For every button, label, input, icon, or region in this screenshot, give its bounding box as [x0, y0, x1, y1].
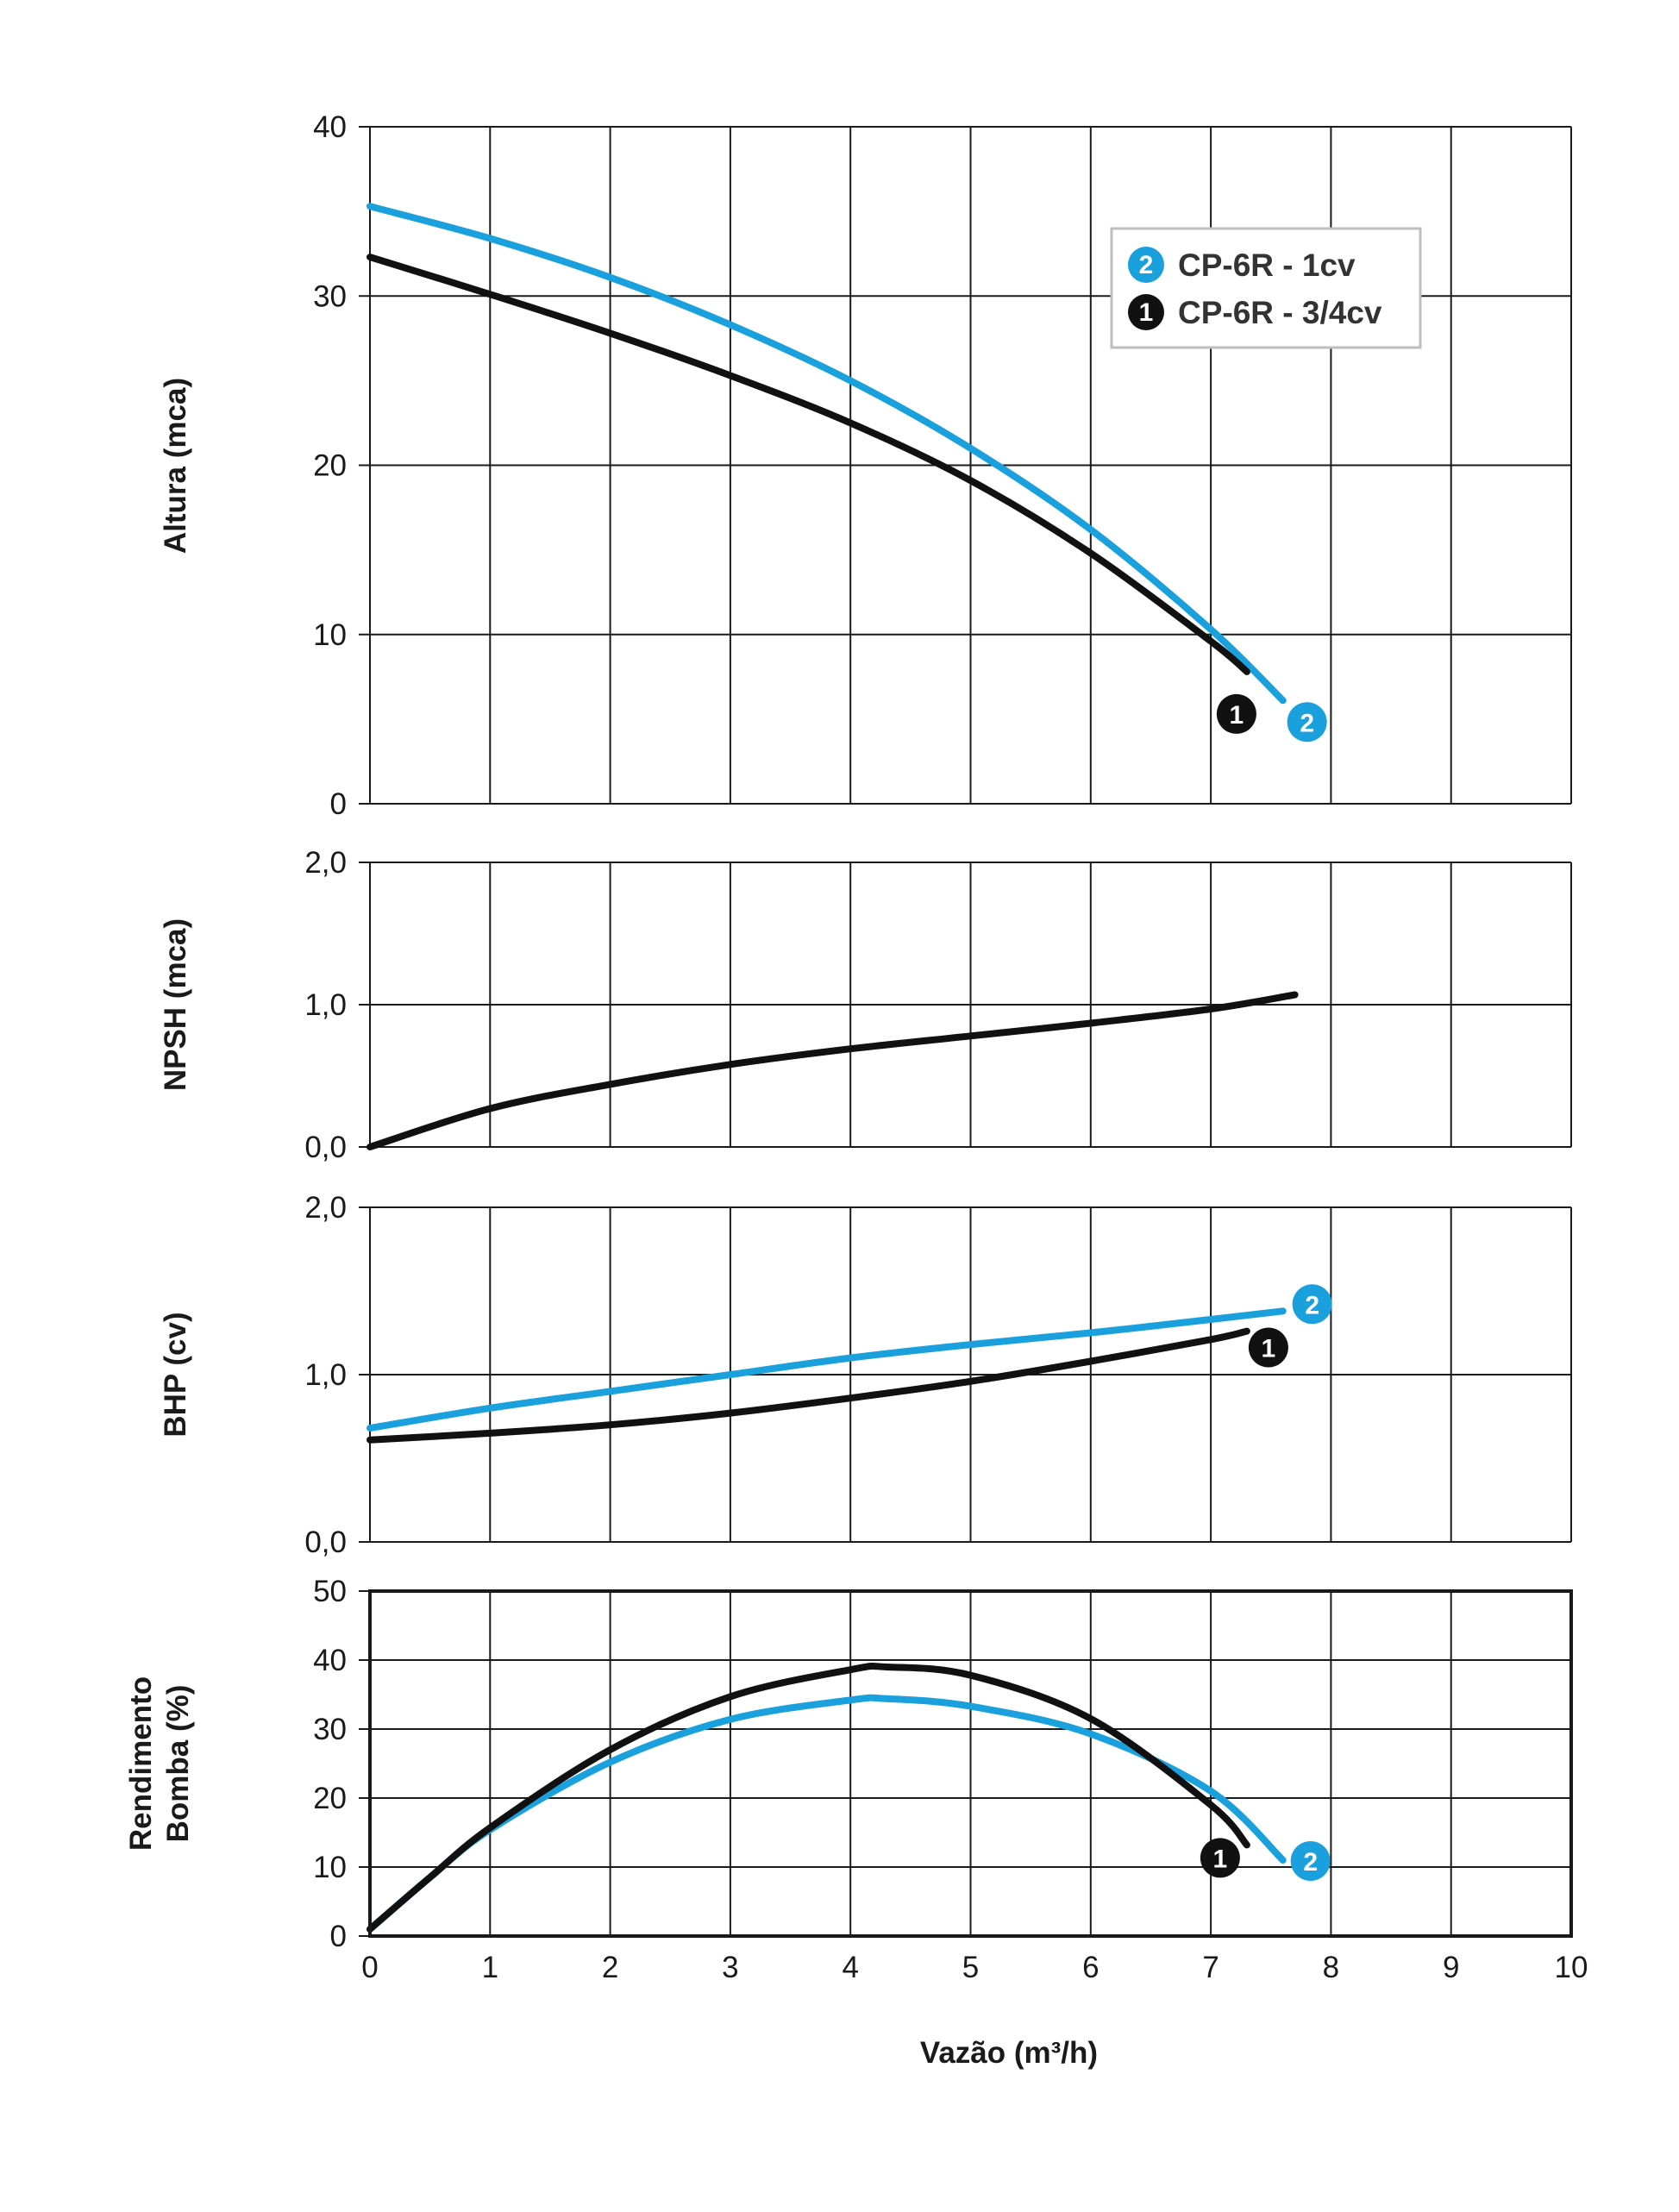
panel-1-series-1-badge	[1216, 693, 1256, 734]
panel-1-series-2-line	[366, 203, 1287, 705]
x-tick-label: 6	[1082, 1951, 1099, 1984]
panel-3-series-2-badge	[1292, 1284, 1332, 1325]
x-tick-label: 5	[962, 1951, 979, 1984]
panel-1-y-axis-title: Altura (mca)	[159, 378, 192, 554]
x-tick-label: 10	[1555, 1951, 1588, 1984]
panel-3-series-1-badge-label: 1	[1262, 1335, 1276, 1363]
panel-3-series-1-line	[366, 1327, 1250, 1444]
panel-4-y-tick-label: 50	[313, 1575, 347, 1608]
legend-box	[1110, 227, 1422, 349]
legend-label-1: CP-6R - 3/4cv	[1178, 295, 1382, 330]
panel-1-series-1-badge-label: 1	[1230, 701, 1244, 730]
x-tick-label: 7	[1202, 1951, 1219, 1984]
x-tick-label: 3	[722, 1951, 738, 1984]
panel-4-y-tick-label: 20	[313, 1782, 347, 1815]
panel-1-y-tick-label: 40	[313, 110, 347, 144]
panel-3-y-tick-label: 0,0	[304, 1526, 347, 1559]
panel-1-series-2-badge	[1287, 702, 1327, 743]
legend-badge-label-2: 2	[1139, 251, 1154, 279]
x-tick-label: 8	[1323, 1951, 1339, 1984]
panel-1-y-tick-label: 20	[313, 449, 347, 483]
panel-4-y-axis-title-line1: Rendimento	[124, 1676, 158, 1851]
panel-2-y-tick-label: 0,0	[304, 1131, 347, 1164]
x-tick-label: 4	[842, 1951, 858, 1984]
legend-label-2: CP-6R - 1cv	[1178, 248, 1356, 283]
x-tick-label: 0	[361, 1951, 378, 1984]
panel-4-series-2-badge	[1290, 1841, 1331, 1881]
panel-4-series-1-badge-label: 1	[1213, 1845, 1228, 1873]
panel-4-y-tick-label: 30	[313, 1713, 347, 1746]
panel-4-series-2-badge-label: 2	[1303, 1848, 1318, 1877]
panel-1-y-tick-label: 30	[313, 279, 347, 313]
x-tick-label: 1	[482, 1951, 498, 1984]
x-tick-label: 9	[1443, 1951, 1459, 1984]
panel-3-y-tick-label: 2,0	[304, 1191, 347, 1225]
panel-2-y-axis-title: NPSH (mca)	[159, 918, 192, 1091]
panel-3-series-2-line	[366, 1307, 1287, 1432]
legend-badge-1	[1128, 294, 1164, 330]
panel-2-y-tick-label: 1,0	[304, 988, 347, 1022]
panel-2-y-tick-label: 2,0	[304, 846, 347, 880]
panel-3-series-2-badge-label: 2	[1305, 1291, 1319, 1319]
panel-3-y-tick-label: 1,0	[304, 1358, 347, 1392]
legend-badge-label-1: 1	[1139, 298, 1154, 327]
panel-4-y-tick-label: 0	[330, 1920, 347, 1953]
panel-2-series-npsh-line	[366, 991, 1299, 1150]
panel-1-y-tick-label: 10	[313, 618, 347, 652]
panel-1-series-2-badge-label: 2	[1300, 709, 1314, 737]
panel-1-series-1-line	[366, 254, 1250, 675]
panel-4-y-tick-label: 10	[313, 1851, 347, 1884]
panel-4-series-1-line	[366, 1663, 1250, 1933]
panel-4-series-1-badge	[1200, 1838, 1240, 1878]
panel-4-y-axis-title-line2: Bomba (%)	[161, 1685, 195, 1843]
x-tick-label: 2	[602, 1951, 618, 1984]
panel-4-frame	[368, 1589, 1573, 1938]
panel-3-y-axis-title: BHP (cv)	[159, 1312, 192, 1437]
panel-4-y-tick-label: 40	[313, 1644, 347, 1677]
legend-badge-2	[1128, 247, 1164, 283]
x-axis-title: Vazão (m³/h)	[920, 2036, 1098, 2070]
panel-1-y-tick-label: 0	[330, 787, 347, 821]
panel-3-series-1-badge	[1248, 1327, 1288, 1368]
